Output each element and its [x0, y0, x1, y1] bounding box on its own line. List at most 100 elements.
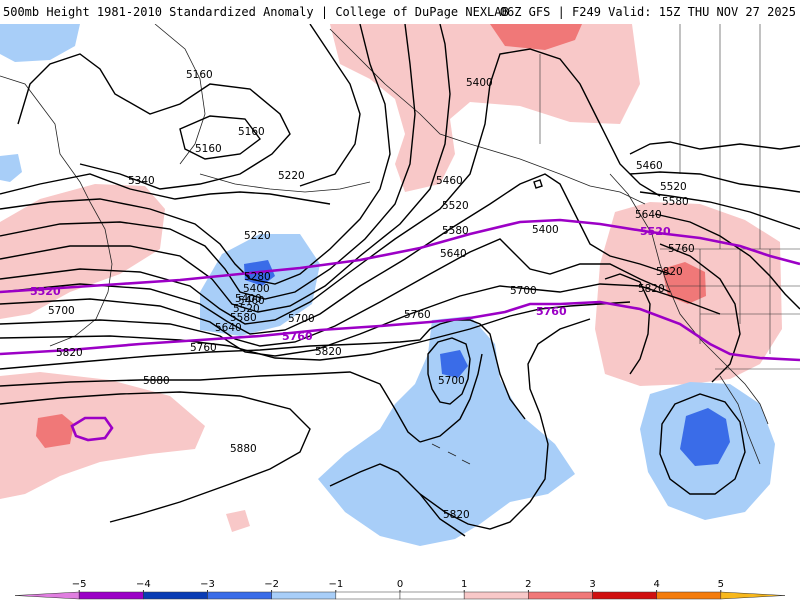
anomaly-map: 5160 5160 5160 5340 5220 5220 5280 5400 … [0, 24, 800, 576]
colorbar-tick-label: −2 [264, 579, 279, 590]
reference-label: 5760 [282, 330, 313, 343]
coast-kamchatka [154, 24, 206, 165]
reference-lines [0, 218, 800, 442]
contour-5220-a [0, 173, 331, 205]
contour-label: 5160 [186, 69, 213, 81]
contour-label: 5520 [442, 200, 469, 212]
contour-5760-b [659, 243, 741, 383]
colorbar-segment [14, 591, 80, 600]
colorbar-segment [528, 591, 593, 600]
colorbar: −5 −4 −3 −2 −1 0 1 2 3 4 5 [0, 576, 800, 600]
coast-asia [0, 75, 113, 347]
contour-label: 5820 [56, 347, 83, 359]
anomaly-negative-northwest [0, 24, 80, 62]
colorbar-segment [399, 591, 465, 600]
colorbar-segment [143, 591, 208, 600]
anomaly-negative-baja-core [680, 408, 730, 466]
reference-label-layer: 5520 5520 5760 5760 [30, 225, 671, 343]
colorbar-tick-label: −5 [72, 579, 87, 590]
contour-label: 5400 [466, 77, 493, 89]
colorbar-tick-label: −3 [200, 579, 215, 590]
contour-label: 5460 [436, 175, 463, 187]
map-header: 500mb Height 1981-2010 Standardized Anom… [0, 0, 800, 24]
contour-label: 5640 [635, 209, 662, 221]
coast-hawaii [431, 443, 471, 465]
contour-label: 5760 [190, 342, 217, 354]
contour-label: 5580 [442, 225, 469, 237]
anomaly-positive-small [226, 510, 250, 532]
contour-5220-b [299, 24, 361, 187]
contour-label: 5160 [238, 126, 265, 138]
contour-label: 5700 [288, 313, 315, 325]
contour-5580-b [639, 191, 800, 230]
contour-label: 5400 [235, 293, 262, 305]
reference-5760-line [0, 300, 800, 362]
contour-label: 5580 [230, 312, 257, 324]
anomaly-positive-subtropic-core [36, 414, 74, 448]
anomaly-shading [0, 24, 782, 546]
colorbar-segment [335, 591, 401, 600]
contour-label: 5580 [662, 196, 689, 208]
contour-label: 5220 [278, 170, 305, 182]
contour-5340-a [0, 24, 416, 300]
anomaly-positive-west-us-core [662, 262, 706, 304]
anomaly-negative-westedge [0, 154, 22, 182]
contour-label: 5820 [315, 346, 342, 358]
reference-label: 5520 [640, 225, 671, 238]
colorbar-tick-label: 0 [397, 579, 403, 590]
contour-label: 5280 [244, 271, 271, 283]
contour-label: 5700 [438, 375, 465, 387]
contour-label: 5700 [510, 285, 537, 297]
contour-label: 5400 [532, 224, 559, 236]
border-states-1 [660, 249, 800, 354]
anomaly-positive-westpac [0, 184, 165, 319]
contour-5160-b [179, 115, 261, 160]
contour-5820-se [419, 493, 466, 537]
contour-5820-ne [604, 273, 651, 375]
colorbar-tick-label: 1 [461, 579, 467, 590]
reference-5760-loop [70, 416, 114, 442]
contour-label: 5400 [243, 283, 270, 295]
contour-label: 5340 [128, 175, 155, 187]
contour-5160-low [17, 53, 291, 190]
colorbar-tick-label: 3 [589, 579, 595, 590]
contour-label: 5760 [404, 309, 431, 321]
contour-5820-a [0, 371, 421, 443]
contour-label: 5820 [638, 283, 665, 295]
contour-5640-b [654, 213, 800, 310]
contour-5520-b [629, 171, 800, 193]
colorbar-segment [463, 591, 529, 600]
contour-baja-low [659, 393, 746, 495]
contour-label: 5820 [443, 509, 470, 521]
contour-5640-a [0, 283, 721, 357]
contour-5520-a [0, 173, 671, 335]
contour-label: 5880 [143, 375, 170, 387]
colorbar-segment [271, 591, 337, 600]
contour-5580-a [0, 238, 671, 347]
colorbar-segments [14, 591, 786, 600]
anomaly-positive-alaska [330, 24, 640, 192]
colorbar-segment [78, 591, 144, 600]
contour-5880-b [329, 318, 591, 530]
anomaly-positive-alaska-core [490, 24, 582, 50]
contour-label: 5460 [238, 295, 265, 307]
contour-label: 5520 [660, 181, 687, 193]
contour-label: 5460 [636, 160, 663, 172]
colorbar-tick-label: −1 [328, 579, 343, 590]
contour-5460-b [629, 141, 800, 155]
coast-bc [609, 173, 769, 425]
coast-alaska [329, 28, 646, 205]
contour-label: 5220 [244, 230, 271, 242]
contour-label: 5520 [233, 303, 260, 315]
reference-label: 5520 [30, 285, 61, 298]
coast-aleutians [199, 173, 371, 193]
model-run-info: 06Z GFS | F249 Valid: 15Z THU NOV 27 202… [499, 5, 796, 19]
colorbar-tick-label: 4 [653, 579, 659, 590]
anomaly-positive-subtropic [0, 372, 205, 499]
contour-5280-a [0, 24, 391, 285]
contour-label: 5760 [668, 243, 695, 255]
reference-label: 5760 [536, 305, 567, 318]
contour-5760-a [0, 319, 526, 420]
height-contours [0, 24, 800, 537]
contour-5880-a [0, 391, 311, 523]
